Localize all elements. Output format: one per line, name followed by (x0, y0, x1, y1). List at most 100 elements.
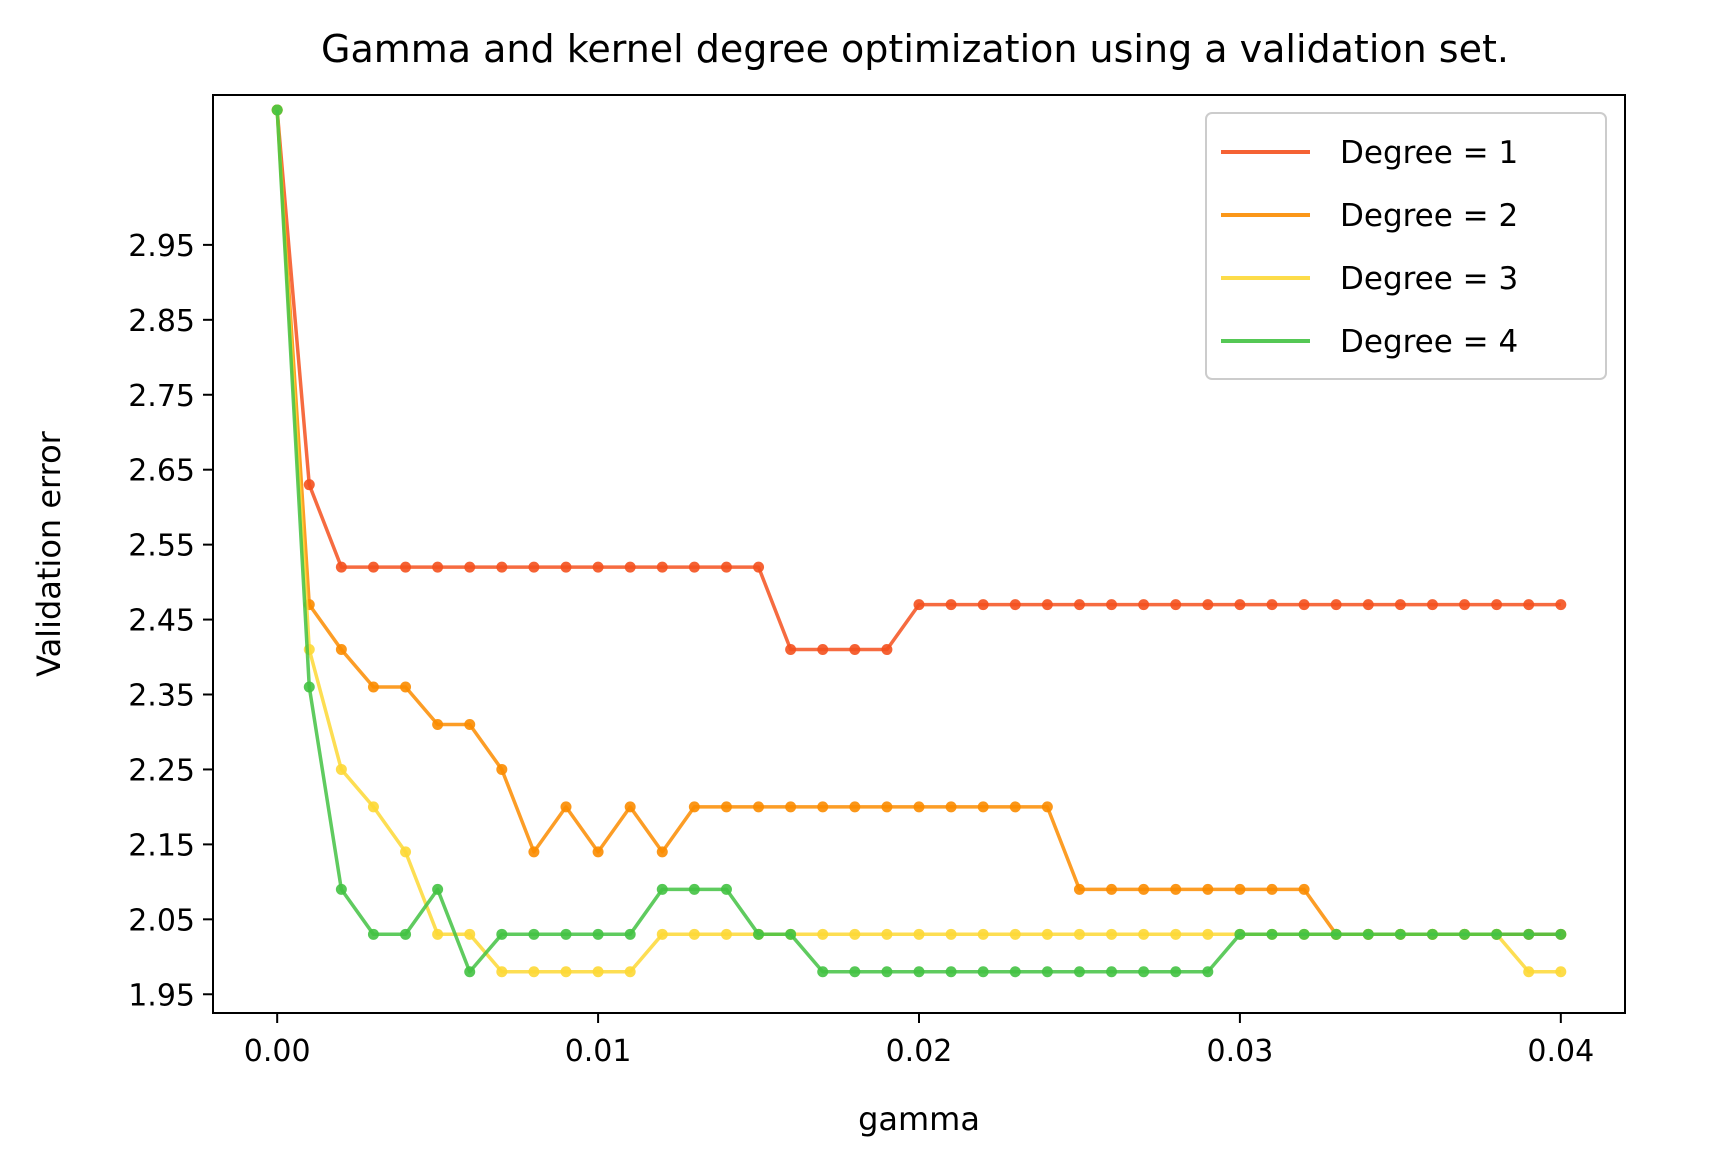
data-point-degree-4 (592, 928, 604, 940)
y-axis-label: Validation error (30, 430, 68, 677)
data-point-degree-1 (1426, 599, 1438, 611)
data-point-degree-4 (913, 966, 925, 978)
y-tick-label: 2.25 (128, 753, 195, 788)
data-point-degree-1 (1138, 599, 1150, 611)
data-point-degree-3 (913, 928, 925, 940)
data-point-degree-3 (560, 966, 572, 978)
data-point-degree-2 (400, 681, 412, 693)
data-point-degree-2 (335, 644, 347, 656)
data-point-degree-3 (1170, 928, 1182, 940)
data-point-degree-4 (1330, 928, 1342, 940)
data-point-degree-4 (977, 966, 989, 978)
data-point-degree-2 (496, 763, 508, 775)
data-point-degree-4 (1362, 928, 1374, 940)
data-point-degree-1 (1555, 599, 1567, 611)
data-point-degree-4 (656, 883, 668, 895)
data-point-degree-1 (977, 599, 989, 611)
data-point-degree-1 (1298, 599, 1310, 611)
data-point-degree-3 (1138, 928, 1150, 940)
y-tick-label: 2.35 (128, 679, 195, 714)
y-tick-label: 2.45 (128, 604, 195, 639)
data-point-degree-2 (945, 801, 957, 813)
data-point-degree-4 (1491, 928, 1503, 940)
data-point-degree-3 (656, 928, 668, 940)
data-point-degree-4 (1234, 928, 1246, 940)
x-axis: 0.00 0.01 0.02 0.03 0.04 (244, 1013, 1594, 1069)
data-point-degree-2 (977, 801, 989, 813)
data-point-degree-3 (720, 928, 732, 940)
data-point-degree-1 (335, 561, 347, 573)
data-point-degree-1 (1362, 599, 1374, 611)
data-point-degree-1 (656, 561, 668, 573)
data-point-degree-1 (881, 644, 893, 656)
legend-label: Degree = 3 (1340, 261, 1518, 297)
data-point-degree-3 (624, 966, 636, 978)
data-point-degree-1 (1523, 599, 1535, 611)
data-point-degree-2 (656, 846, 668, 858)
data-point-degree-4 (560, 928, 572, 940)
data-point-degree-1 (913, 599, 925, 611)
legend-label: Degree = 2 (1340, 198, 1518, 234)
data-point-degree-4 (624, 928, 636, 940)
data-point-degree-4 (945, 966, 957, 978)
x-tick-label: 0.00 (244, 1034, 311, 1069)
data-point-degree-1 (1491, 599, 1503, 611)
data-point-degree-3 (1555, 966, 1567, 978)
data-point-degree-3 (335, 763, 347, 775)
data-point-degree-3 (528, 966, 540, 978)
legend: Degree = 1 Degree = 2 Degree = 3 Degree = 4 (1205, 112, 1607, 380)
series-layer (271, 104, 1567, 978)
data-point-degree-1 (785, 644, 797, 656)
data-point-degree-1 (1266, 599, 1278, 611)
data-point-degree-1 (528, 561, 540, 573)
data-point-degree-1 (817, 644, 829, 656)
data-point-degree-4 (303, 681, 315, 693)
data-point-degree-1 (1394, 599, 1406, 611)
data-point-degree-4 (496, 928, 508, 940)
data-point-degree-4 (1555, 928, 1567, 940)
data-point-degree-2 (1073, 883, 1085, 895)
data-point-degree-4 (1394, 928, 1406, 940)
data-point-degree-4 (753, 928, 765, 940)
data-point-degree-2 (817, 801, 829, 813)
legend-label: Degree = 4 (1340, 324, 1518, 360)
data-point-degree-1 (849, 644, 861, 656)
data-point-degree-2 (1266, 883, 1278, 895)
data-point-degree-1 (464, 561, 476, 573)
data-point-degree-3 (1073, 928, 1085, 940)
data-point-degree-2 (1298, 883, 1310, 895)
data-point-degree-4 (367, 928, 379, 940)
data-point-degree-1 (1330, 599, 1342, 611)
data-point-degree-1 (688, 561, 700, 573)
data-point-degree-1 (560, 561, 572, 573)
data-point-degree-3 (1202, 928, 1214, 940)
data-point-degree-2 (688, 801, 700, 813)
data-point-degree-3 (817, 928, 829, 940)
x-tick-label: 0.04 (1527, 1034, 1594, 1069)
data-point-degree-3 (1041, 928, 1053, 940)
x-tick-label: 0.03 (1207, 1034, 1274, 1069)
data-point-degree-4 (1073, 966, 1085, 978)
y-tick-label: 2.75 (128, 379, 195, 414)
data-point-degree-4 (1266, 928, 1278, 940)
legend-label: Degree = 1 (1340, 135, 1518, 171)
data-point-degree-2 (464, 718, 476, 730)
legend-box (1205, 112, 1607, 380)
data-point-degree-1 (496, 561, 508, 573)
chart-title: Gamma and kernel degree optimization usi… (321, 27, 1509, 71)
x-tick-label: 0.02 (886, 1034, 953, 1069)
data-point-degree-4 (1523, 928, 1535, 940)
data-point-degree-3 (432, 928, 444, 940)
data-point-degree-1 (1041, 599, 1053, 611)
data-point-degree-2 (528, 846, 540, 858)
data-point-degree-2 (1202, 883, 1214, 895)
data-point-degree-2 (432, 718, 444, 730)
data-point-degree-4 (432, 883, 444, 895)
x-tick-label: 0.01 (565, 1034, 632, 1069)
data-point-degree-4 (1426, 928, 1438, 940)
data-point-degree-3 (849, 928, 861, 940)
data-point-degree-2 (753, 801, 765, 813)
data-point-degree-3 (592, 966, 604, 978)
data-point-degree-1 (1459, 599, 1471, 611)
